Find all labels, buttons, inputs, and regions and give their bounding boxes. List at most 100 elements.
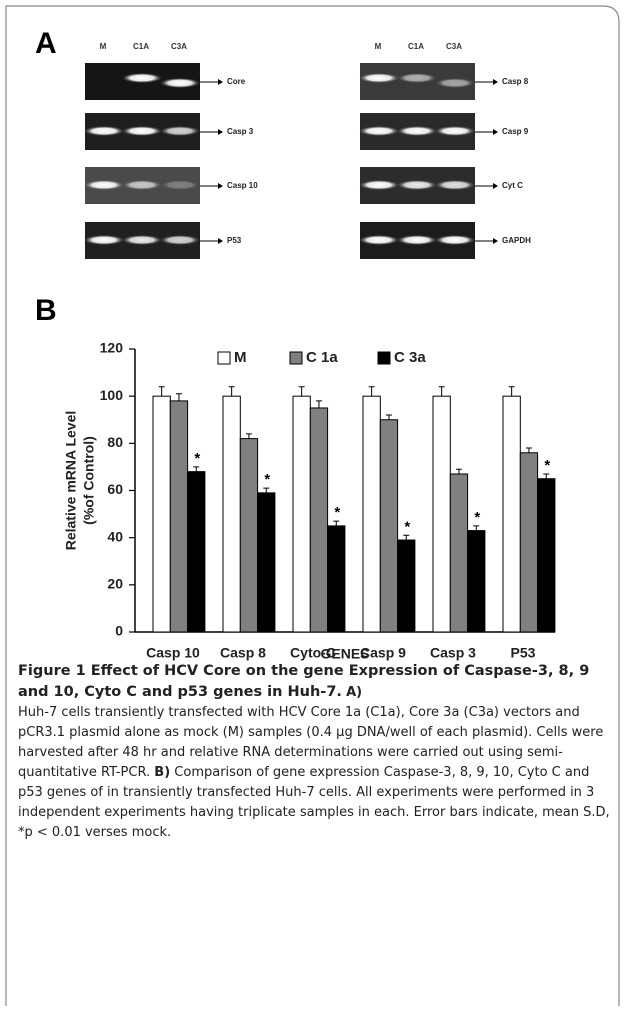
gel-arrowhead [493, 238, 498, 244]
error-bar [193, 466, 200, 472]
significance-mark: * [474, 509, 480, 526]
x-tick-label: Casp 10 [146, 645, 200, 661]
gel-band [359, 73, 399, 83]
bar [449, 473, 469, 633]
lane-label: C3A [171, 42, 187, 51]
gel-label: P53 [227, 236, 242, 245]
y-tick-label: 40 [107, 528, 123, 544]
error-bar [368, 386, 375, 397]
bar [239, 438, 259, 633]
y-tick-label: 20 [107, 576, 123, 592]
bar [467, 530, 486, 633]
figure-border [5, 5, 620, 1006]
bar [169, 400, 189, 633]
gel-arrowhead [493, 129, 498, 135]
lane-label: C3A [446, 42, 462, 51]
gel-arrowhead [493, 79, 498, 85]
bar [379, 419, 399, 633]
x-tick-label: Cyto-C [290, 645, 336, 661]
x-tick-label: Casp 3 [430, 645, 476, 661]
caption-label: B) [154, 765, 171, 780]
gel-band [84, 126, 124, 136]
gel-band [359, 126, 399, 136]
x-axis-title: GENES [320, 646, 369, 662]
error-bar [385, 414, 392, 420]
caption-text: Comparison of gene expression Caspase-3,… [18, 765, 610, 840]
y-tick-label: 80 [107, 434, 123, 450]
gel-band [84, 235, 124, 245]
error-bar [508, 386, 515, 397]
gel-label: Cyt C [502, 181, 523, 190]
gel-arrowhead [218, 183, 223, 189]
gel-band [435, 180, 475, 190]
legend-swatch [217, 351, 231, 365]
error-bar [315, 400, 322, 408]
gel-band [160, 126, 200, 136]
bar [432, 395, 451, 633]
error-bar [455, 468, 462, 474]
legend-label: C 3a [394, 349, 426, 366]
gel-band [122, 126, 162, 136]
caption-label: A) [346, 685, 363, 700]
legend-swatch [377, 351, 391, 365]
gel-band [122, 73, 162, 83]
error-bar [438, 386, 445, 397]
bar [502, 395, 521, 633]
legend-swatch [289, 351, 303, 365]
error-bar [228, 386, 235, 397]
error-bar [298, 386, 305, 397]
caption: Figure 1 Effect of HCV Core on the gene … [18, 661, 614, 843]
gel-arrowhead [218, 129, 223, 135]
significance-mark: * [404, 518, 410, 535]
significance-mark: * [544, 457, 550, 474]
lane-label: C1A [133, 42, 149, 51]
gel-band [84, 180, 124, 190]
caption-text: Huh-7 cells transiently transfected with… [18, 705, 604, 780]
y-tick-label: 120 [100, 340, 124, 356]
error-bar [175, 393, 182, 401]
lane-label: M [375, 42, 382, 51]
legend-label: C 1a [306, 349, 338, 366]
bar [537, 478, 556, 633]
y-axis-title: (%of Control) [81, 436, 97, 525]
gel-band [359, 180, 399, 190]
error-bar [525, 447, 532, 453]
bar [292, 395, 311, 633]
gel-arrowhead [493, 183, 498, 189]
error-bar [403, 534, 410, 541]
bar [257, 492, 276, 633]
gel-arrowhead [218, 238, 223, 244]
bar [362, 395, 381, 633]
error-bar [543, 473, 550, 479]
error-bar [245, 433, 252, 439]
bar [222, 395, 241, 633]
x-tick-label: P53 [511, 645, 536, 661]
error-bar [263, 487, 270, 493]
significance-mark: * [194, 450, 200, 467]
gel-band [122, 180, 162, 190]
caption-title-end: . [336, 684, 342, 700]
gel-label: Casp 8 [502, 77, 529, 86]
bar [397, 539, 416, 633]
gel-band [397, 180, 437, 190]
x-tick-label: Casp 8 [220, 645, 266, 661]
gel-band [397, 126, 437, 136]
gel-band [435, 235, 475, 245]
bar [519, 452, 539, 633]
y-tick-label: 0 [115, 623, 123, 639]
caption-title: Figure 1 Effect of HCV Core on the gene … [18, 663, 590, 700]
gel-band [160, 180, 200, 190]
legend-label: M [234, 349, 247, 366]
error-bar [158, 386, 165, 397]
y-tick-label: 100 [100, 387, 124, 403]
gel-label: Casp 9 [502, 127, 529, 136]
gel-band [160, 78, 200, 88]
bar [152, 395, 171, 633]
bar [327, 525, 346, 633]
significance-mark: * [264, 471, 270, 488]
gel-band [359, 235, 399, 245]
gel-band [160, 235, 200, 245]
gel-band [435, 78, 475, 88]
